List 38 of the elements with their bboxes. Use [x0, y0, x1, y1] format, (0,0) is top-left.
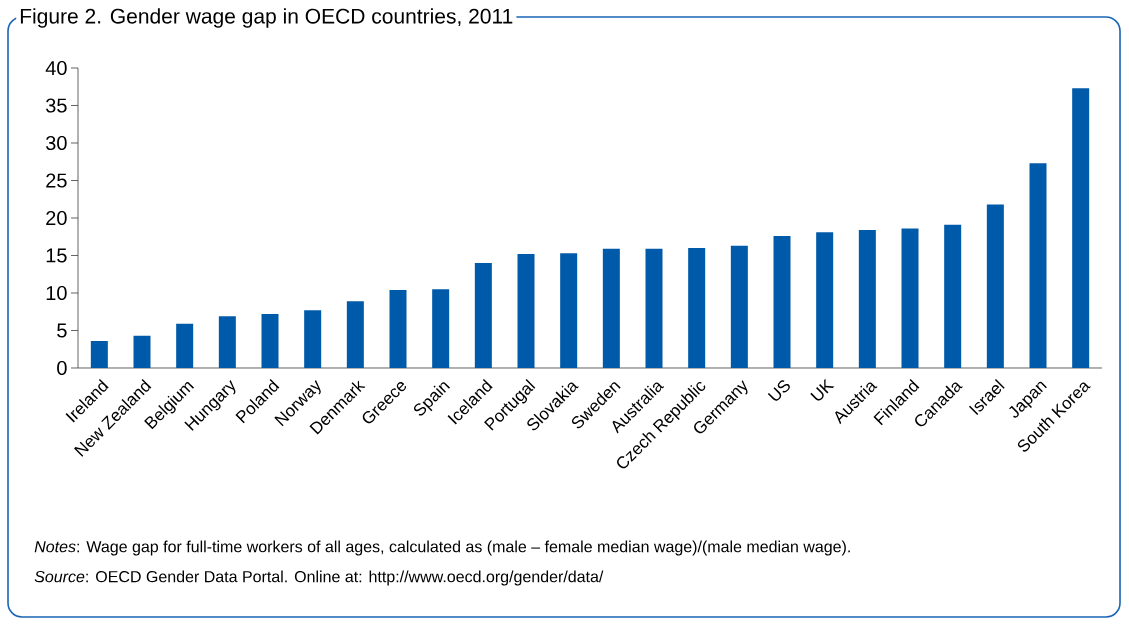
y-tick-label: 40	[45, 60, 67, 76]
y-tick-label: 10	[46, 285, 67, 301]
bar	[901, 228, 919, 368]
bar	[133, 335, 151, 368]
bar	[517, 254, 535, 368]
y-tick-label: 15	[46, 248, 67, 263]
bar	[1072, 88, 1090, 368]
y-tick-label: 0	[57, 360, 67, 376]
bar	[602, 248, 620, 368]
chart-title: Figure 2. Gender wage gap in OECD countries, 2011	[20, 8, 513, 28]
bar	[176, 323, 194, 368]
bar	[346, 301, 364, 368]
bar	[90, 341, 108, 368]
bar	[773, 236, 791, 368]
bar	[1029, 163, 1047, 368]
text: Notes: Wage gap for full-time workers of all ages, calculated as (male – female median wage)/(male median wage).	[34, 540, 850, 556]
bar	[986, 204, 1004, 368]
bar	[432, 289, 450, 368]
y-tick-label: 30	[45, 135, 67, 151]
bar	[304, 310, 322, 368]
bar	[688, 248, 706, 368]
y-tick-label: 5	[57, 323, 67, 338]
bar	[389, 290, 407, 368]
y-tick-label: 25	[46, 173, 67, 188]
bar	[560, 253, 578, 368]
text: Source: OECD Gender Data Portal. Online at: http://www.oecd.org/gender/data/	[34, 570, 604, 586]
y-tick-label: 20	[46, 210, 67, 226]
bar	[645, 248, 663, 368]
bar	[816, 232, 834, 368]
bar	[858, 230, 876, 368]
bar	[261, 314, 279, 368]
y-tick-label: 35	[45, 98, 67, 113]
x-tick-label: UK	[810, 378, 835, 401]
bar	[730, 245, 748, 368]
x-tick-label: US	[767, 380, 790, 401]
bar	[218, 316, 236, 368]
bar	[474, 263, 492, 368]
bar	[944, 224, 962, 368]
